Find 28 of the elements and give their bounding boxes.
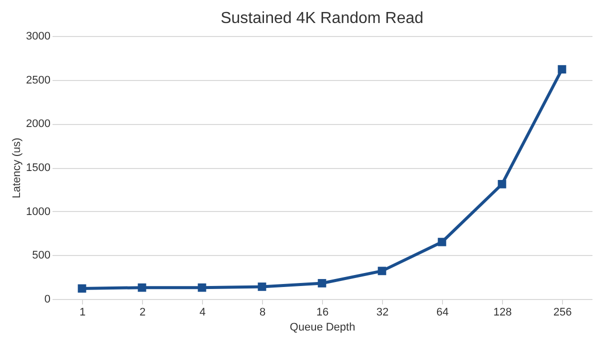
x-tick-label: 256: [553, 306, 572, 318]
x-tick-label: 4: [199, 306, 206, 318]
y-tick-label: 1500: [26, 162, 50, 174]
y-tick-label: 3000: [26, 30, 50, 42]
chart-title: Sustained 4K Random Read: [220, 10, 424, 27]
x-tick-label: 1: [79, 306, 86, 318]
y-tick-label: 2000: [26, 118, 50, 130]
point: [138, 283, 146, 292]
y-axis-title: Latency (us): [11, 138, 24, 198]
x-tick-label: 2: [139, 306, 146, 318]
point: [378, 266, 386, 276]
x-tick-label: 64: [436, 306, 449, 318]
point: [78, 284, 86, 293]
point: [438, 238, 446, 246]
point: [198, 283, 206, 292]
x-tick-label: 16: [316, 306, 329, 318]
y-tick-label: 0: [44, 294, 50, 306]
y-tick-label: 1000: [26, 206, 50, 218]
x-axis-title: Queue Depth: [290, 322, 356, 334]
y-tick-label: 500: [32, 250, 50, 262]
y-tick-label: 2500: [26, 74, 50, 86]
x-tick-label: 128: [493, 306, 512, 318]
point: [258, 282, 266, 291]
point: [558, 65, 566, 74]
point: [318, 279, 326, 288]
x-tick-label: 8: [259, 306, 266, 318]
x-tick-label: 32: [376, 306, 389, 318]
point: [498, 180, 506, 188]
